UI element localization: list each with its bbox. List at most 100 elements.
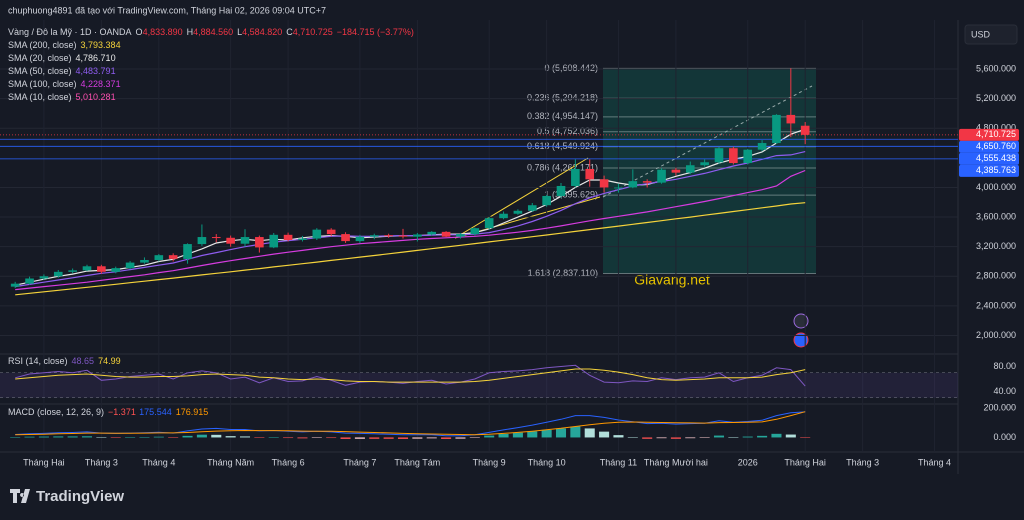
candle-body [111,268,121,272]
macd-histogram-bar [125,437,136,438]
candle-body [255,237,264,248]
macd-histogram-bar [110,437,121,438]
macd-histogram-bar [311,437,322,438]
macd-histogram-bar [469,437,480,438]
macd-histogram-bar [484,435,495,438]
candle-body [657,169,666,183]
rsi-name: RSI (14, close) [8,356,68,366]
macd-histogram-bar [340,437,351,439]
macd-name: MACD (close, 12, 26, 9) [8,407,104,417]
candle-body [326,229,336,235]
sma-legend: SMA (20, close) 4,786.710 [8,53,116,63]
candle-body [685,165,695,173]
ohlc-value: 4,710.725 [293,27,333,37]
candle-body [369,235,379,237]
candle-body [384,235,393,237]
y-tick-label: 0.000 [993,432,1016,442]
macd-histogram-bar [211,434,222,438]
fib-label: 1.618 (2,837.110) [528,268,598,278]
sma-value: 4,228.371 [81,79,121,89]
candle-body [671,169,681,173]
y-tick-label: 2,000.000 [976,330,1016,340]
macd-histogram-bar [383,437,394,439]
sma-value: 4,483.791 [76,66,116,76]
candle-body [197,237,207,245]
rsi-legend: RSI (14, close) 48.65 74.99 [8,356,121,366]
header-title: chuphuong4891 đã tạo với TradingView.com… [8,5,326,15]
candle-body [53,271,63,277]
macd-histogram-bar [670,437,681,439]
y-tick-label: 4,800.000 [976,123,1016,133]
macd-histogram-bar [656,437,667,439]
macd-histogram-bar [326,437,337,439]
macd-histogram-bar [800,437,811,438]
ohlc-value: 4,833.890 [143,27,183,37]
currency[interactable]: USD [971,29,991,39]
trend-line [454,157,589,239]
price-tag-label: 4,710.725 [976,129,1016,139]
sma-line [15,169,806,291]
candle-body [68,270,77,272]
sma-legend: SMA (100, close) 4,228.371 [8,79,121,89]
price-tag [959,152,1019,165]
signal-line [15,411,806,436]
x-tick-label: Tháng 10 [528,457,566,467]
candle-body [614,187,623,189]
candle-body [298,238,307,241]
ohlc-value: 4,884.560 [193,27,233,37]
candle-body [398,235,408,237]
price-tag-label: 4,555.438 [976,153,1016,163]
candle-body [585,168,595,180]
macd-histogram-bar [153,436,164,438]
macd-histogram-bar [239,436,251,438]
macd-histogram-bar [254,437,265,438]
price-tag [959,164,1019,177]
signal-value: 176.915 [176,407,209,417]
sma-value: 5,010.281 [76,92,116,102]
logo [10,489,30,503]
y-tick-label: 5,600.000 [976,63,1016,73]
candle-body [97,266,106,272]
macd-histogram-bar [771,433,782,438]
y-tick-label: 80.00 [993,361,1016,371]
hist-value: −1.371 [108,407,136,417]
macd-histogram-bar [642,437,653,439]
sma-value: 4,786.710 [76,53,116,63]
y-tick-label: 3,600.000 [976,211,1016,221]
sma-line [15,202,806,296]
sma-name: SMA (20, close) [8,53,72,63]
ohlc-key: C [286,27,293,37]
macd-histogram-bar [785,434,796,438]
candle-body [154,255,164,260]
macd-histogram-bar [757,435,768,438]
candle-body [125,262,135,269]
fib-area [603,68,816,274]
sma-name: SMA (100, close) [8,79,77,89]
candle-body [743,149,753,164]
event-icon[interactable] [793,313,809,329]
candle-body [283,234,293,241]
sma-legend: SMA (50, close) 4,483.791 [8,66,116,76]
candle-body [729,148,738,164]
candle-body [427,231,437,235]
macd-histogram-bar [426,437,437,439]
ohlc-value: 4,584.820 [242,27,282,37]
fib-label: 0.5 (4,752.036) [537,126,598,136]
candle-body [513,210,523,214]
y-tick-label: 2,400.000 [976,300,1016,310]
price-tag-label: 4,385.763 [976,165,1016,175]
macd-value: 175.544 [139,407,172,417]
macd-histogram-bar [38,436,49,438]
event-icon[interactable] [793,332,809,348]
candle-body [628,181,638,188]
sma-name: SMA (50, close) [8,66,72,76]
candle-body [312,229,322,239]
macd-histogram-bar [455,437,466,439]
macd-histogram-bar [139,437,150,438]
sma-name: SMA (200, close) [8,40,77,50]
currency-button[interactable] [964,24,1018,45]
macd-histogram-bar [283,437,294,439]
macd-histogram-bar [584,428,595,438]
